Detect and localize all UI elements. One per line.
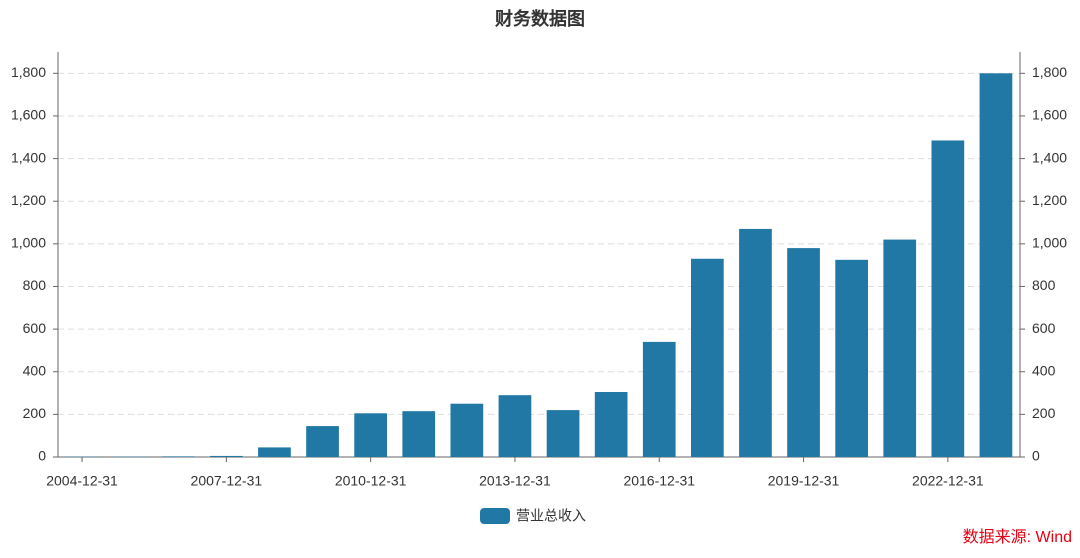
bar [258,447,291,457]
y-tick-label: 1,800 [11,64,46,80]
y-tick-label: 1,600 [11,107,46,123]
y2-tick-label: 400 [1032,362,1056,378]
y2-tick-label: 1,600 [1032,107,1067,123]
bar [354,413,388,457]
bar [306,426,339,457]
y2-tick-label: 600 [1032,320,1056,336]
x-tick-label: 2019-12-31 [768,473,840,489]
bar [450,403,484,457]
bar [883,239,917,457]
bar [161,456,195,457]
y2-tick-label: 1,000 [1032,235,1067,251]
x-tick-label: 2004-12-31 [46,473,118,489]
bar [594,391,628,457]
y-tick-label: 0 [38,448,46,464]
legend-swatch [480,508,510,524]
bar [835,259,869,457]
x-tick-label: 2016-12-31 [623,473,695,489]
bar [979,73,1013,457]
bar [546,410,580,457]
y2-tick-label: 1,400 [1032,149,1067,165]
y-tick-label: 1,200 [11,192,46,208]
bar [931,140,965,458]
y-tick-label: 200 [23,405,47,421]
x-tick-label: 2013-12-31 [479,473,551,489]
x-tick-label: 2007-12-31 [191,473,263,489]
y2-tick-label: 1,200 [1032,192,1067,208]
legend-label: 营业总收入 [516,508,586,524]
y-tick-label: 400 [23,362,47,378]
source-note: 数据来源: Wind [963,528,1072,546]
y-tick-label: 600 [23,320,47,336]
bar [739,228,772,457]
bar [209,455,243,457]
y-tick-label: 800 [23,277,47,293]
y-tick-label: 1,400 [11,149,46,165]
chart-title: 财务数据图 [495,8,585,29]
bar [787,248,820,457]
x-tick-label: 2022-12-31 [912,473,984,489]
bar [642,341,676,457]
y2-tick-label: 200 [1032,405,1056,421]
y2-tick-label: 1,800 [1032,64,1067,80]
y-tick-label: 1,000 [11,235,46,251]
x-tick-label: 2010-12-31 [335,473,407,489]
y2-tick-label: 800 [1032,277,1056,293]
bar [402,411,436,457]
bar [498,395,532,457]
bar [690,258,724,457]
y2-tick-label: 0 [1032,448,1040,464]
